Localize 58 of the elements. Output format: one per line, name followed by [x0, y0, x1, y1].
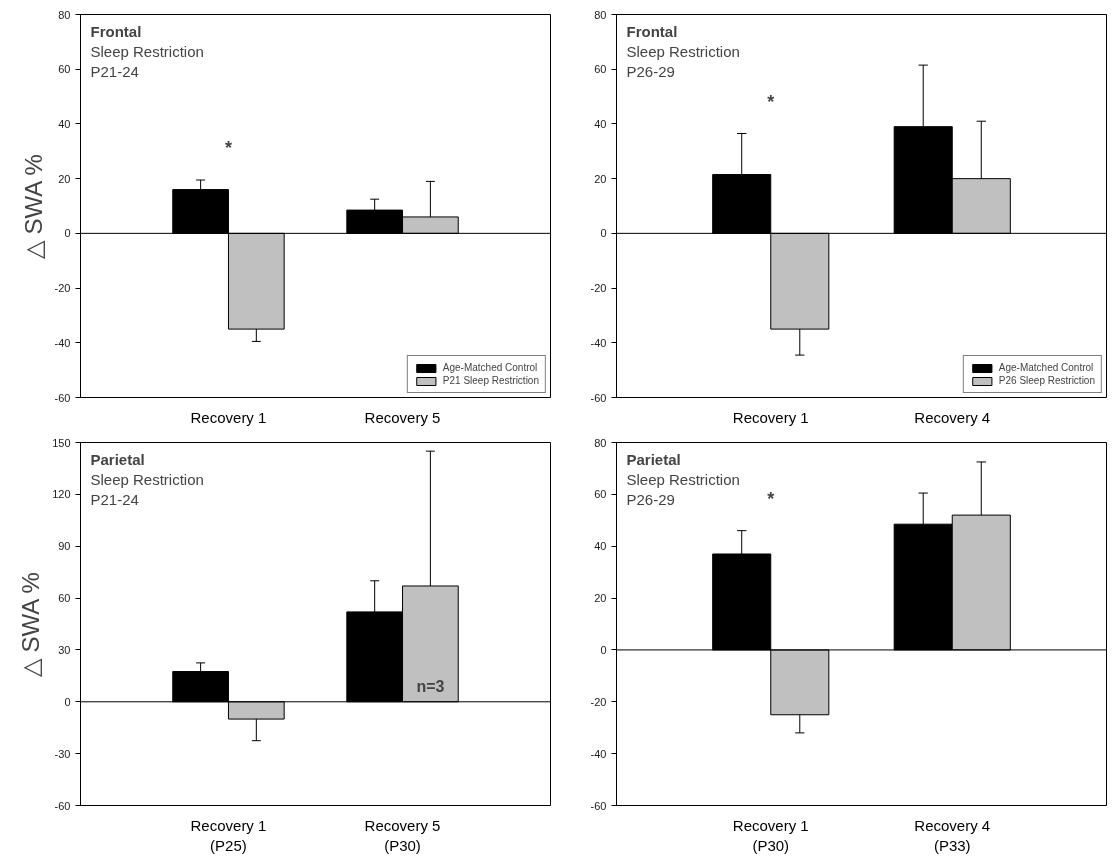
x-tick-label: Recovery 5 (P30)	[364, 816, 441, 854]
y-tick-label: 60	[594, 488, 607, 501]
y-axis-title: △ SWA %	[17, 572, 45, 678]
annotation: *	[767, 488, 775, 509]
text: Parietal	[626, 450, 681, 468]
text: Parietal	[90, 450, 145, 468]
y-tick-label: 60	[58, 63, 71, 76]
y-tick-label: 60	[58, 592, 71, 605]
y-tick-label: -40	[590, 747, 607, 760]
legend-label: P21 Sleep Restriction	[442, 375, 539, 386]
text: Frontal	[90, 22, 142, 40]
annotation: *	[767, 91, 775, 112]
y-tick-label: -40	[54, 336, 71, 349]
y-tick-label: 80	[594, 436, 607, 449]
y-tick-label: -20	[590, 695, 607, 708]
x-tick-label: Recovery 1 (P25)	[190, 816, 267, 854]
y-tick-label: 0	[600, 227, 607, 240]
x-tick-label: Recovery 4 (P33)	[914, 816, 991, 854]
x-tick-label: Recovery 1	[732, 408, 809, 426]
y-tick-label: 0	[64, 227, 71, 240]
y-tick-label: 40	[594, 540, 607, 553]
text: Sleep Restriction P26-29	[626, 470, 740, 508]
y-tick-label: -60	[590, 391, 607, 404]
y-tick-label: 40	[58, 117, 71, 130]
y-tick-label: 20	[58, 172, 71, 185]
y-tick-label: 20	[594, 172, 607, 185]
x-tick-label: Recovery 4	[914, 408, 991, 426]
y-tick-label: -20	[590, 282, 607, 295]
legend-label: P26 Sleep Restriction	[998, 375, 1095, 386]
x-tick-label: Recovery 5	[364, 408, 441, 426]
y-tick-label: -60	[54, 799, 71, 812]
legend-label: Age-Matched Control	[998, 362, 1094, 373]
y-tick-label: 60	[594, 63, 607, 76]
y-tick-label: -30	[54, 747, 71, 760]
y-axis-title: △ SWA %	[19, 154, 47, 260]
x-tick-label: Recovery 1	[190, 408, 267, 426]
y-tick-label: -40	[590, 336, 607, 349]
y-tick-label: 0	[600, 643, 607, 656]
y-tick-label: 40	[594, 117, 607, 130]
annotation: *	[224, 138, 232, 159]
y-tick-label: 80	[594, 8, 607, 21]
y-tick-label: 120	[52, 488, 71, 501]
text: Frontal	[626, 22, 678, 40]
y-tick-label: 150	[52, 436, 71, 449]
x-tick-label: Recovery 1 (P30)	[732, 816, 809, 854]
y-tick-label: 0	[64, 695, 71, 708]
y-tick-label: -20	[54, 282, 71, 295]
y-tick-label: -60	[590, 799, 607, 812]
text: Sleep Restriction P21-24	[90, 470, 204, 508]
y-tick-label: 20	[594, 592, 607, 605]
y-tick-label: 30	[58, 643, 71, 656]
y-tick-label: 90	[58, 540, 71, 553]
y-tick-label: -60	[54, 391, 71, 404]
y-tick-label: 80	[58, 8, 71, 21]
text: Sleep Restriction P26-29	[626, 42, 740, 80]
text: Sleep Restriction P21-24	[90, 42, 204, 80]
legend-label: Age-Matched Control	[442, 362, 538, 373]
annotation: n=3	[416, 677, 445, 695]
